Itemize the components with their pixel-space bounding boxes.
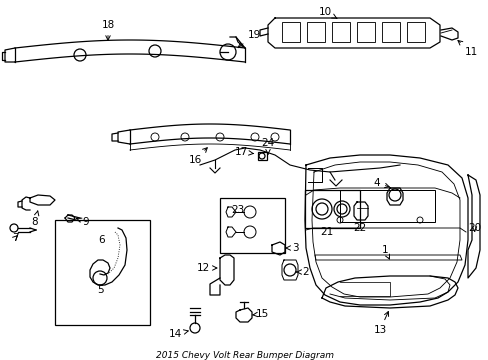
Text: 15: 15 (252, 309, 269, 319)
Bar (356, 22, 374, 42)
Text: 10: 10 (318, 7, 336, 18)
Text: 21: 21 (320, 227, 333, 237)
Bar (305, 190, 359, 228)
Text: 9: 9 (77, 217, 88, 227)
Text: 17: 17 (234, 147, 253, 157)
Text: 19: 19 (238, 30, 261, 48)
Text: 7: 7 (12, 233, 18, 243)
Text: 22: 22 (353, 223, 366, 233)
Bar (258, 152, 266, 160)
Bar (306, 22, 325, 42)
Text: 5: 5 (97, 285, 103, 295)
Text: 2: 2 (296, 267, 308, 277)
Text: 3: 3 (285, 243, 298, 253)
Text: 1: 1 (381, 245, 389, 259)
Bar (331, 22, 349, 42)
Text: 12: 12 (196, 263, 217, 273)
Bar (282, 22, 299, 42)
Text: 20: 20 (467, 223, 480, 233)
Text: 8: 8 (32, 211, 39, 227)
Text: 4: 4 (373, 178, 388, 188)
Bar (406, 22, 424, 42)
Text: 2015 Chevy Volt Rear Bumper Diagram: 2015 Chevy Volt Rear Bumper Diagram (155, 351, 333, 360)
Text: 11: 11 (457, 40, 477, 57)
Bar (339, 190, 434, 222)
Text: 13: 13 (373, 311, 388, 335)
Bar (220, 198, 285, 253)
Text: 18: 18 (101, 20, 114, 40)
Bar (55, 220, 150, 325)
Text: 6: 6 (99, 235, 105, 245)
Text: 24: 24 (261, 138, 274, 154)
Text: 23: 23 (231, 205, 244, 215)
Bar (381, 22, 399, 42)
Text: 16: 16 (188, 148, 207, 165)
Text: 14: 14 (168, 329, 188, 339)
